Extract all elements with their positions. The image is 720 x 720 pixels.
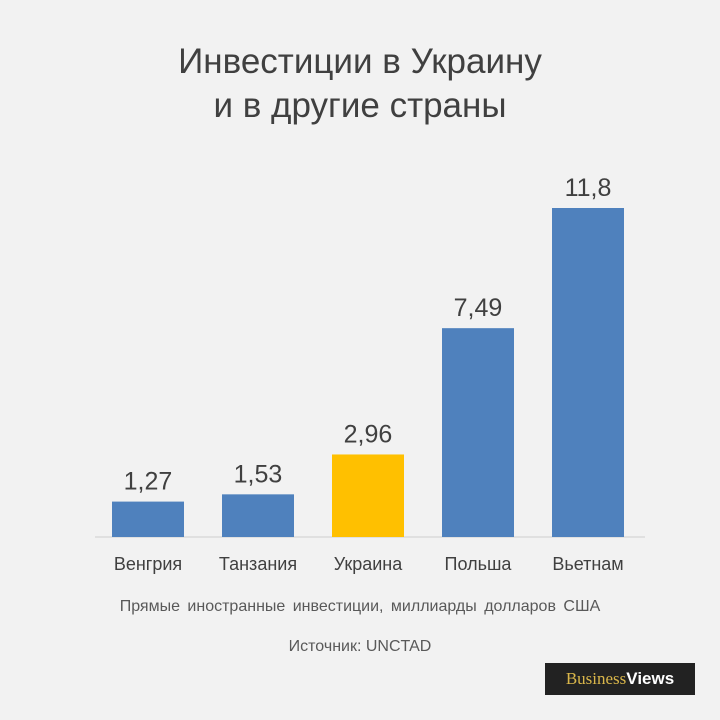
data-label-3: 2,96 bbox=[344, 420, 393, 448]
chart-subtitle: Прямые иностранные инвестиции, миллиарды… bbox=[119, 598, 601, 615]
chart-title: Инвестиции в Украину и в другие страны bbox=[0, 40, 720, 128]
category-label-4: Польша bbox=[445, 554, 513, 574]
category-label-2: Танзания bbox=[219, 554, 297, 574]
category-label-1: Венгрия bbox=[114, 554, 182, 574]
business-views-logo: BusinessViews bbox=[545, 663, 695, 695]
data-label-5: 11,8 bbox=[565, 174, 612, 202]
bar-3 bbox=[332, 454, 404, 537]
category-label-5: Вьетнам bbox=[552, 554, 623, 574]
bar-1 bbox=[112, 501, 184, 537]
bar-5 bbox=[552, 208, 624, 537]
bar-4 bbox=[442, 328, 514, 537]
bar-2 bbox=[222, 494, 294, 537]
data-label-1: 1,27 bbox=[124, 468, 173, 496]
chart-title-line-2: и в другие страны bbox=[213, 86, 507, 125]
data-label-4: 7,49 bbox=[454, 294, 503, 322]
logo-text-business: Business bbox=[565, 669, 627, 688]
chart-source: Источник: UNCTAD bbox=[288, 638, 432, 655]
data-label-2: 1,53 bbox=[234, 460, 283, 488]
logo-text-views: Views bbox=[626, 669, 675, 688]
category-label-3: Украина bbox=[334, 554, 404, 574]
chart-title-line-1: Инвестиции в Украину bbox=[178, 42, 542, 81]
